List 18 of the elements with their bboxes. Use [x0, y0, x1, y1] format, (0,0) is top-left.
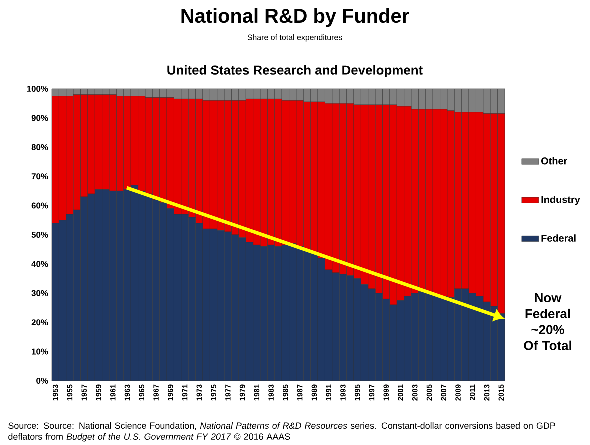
text: Now Federal ~20% Of Total: [524, 294, 572, 350]
y-tick-label: 20%: [32, 320, 48, 326]
legend-label: Other: [541, 157, 568, 165]
y-tick-label: 70%: [32, 174, 48, 180]
chart-title: National R&D by Funder: [182, 8, 410, 28]
y-tick-label: 100%: [27, 86, 48, 92]
legend-label: Industry: [542, 196, 580, 206]
y-tick-label: 50%: [32, 232, 48, 238]
y-tick-label: 90%: [32, 115, 48, 122]
y-tick-label: 10%: [32, 348, 48, 355]
y-tick-label: 80%: [32, 144, 48, 150]
legend-label: Federal: [542, 234, 576, 242]
text: Source: Source: National Science Foundation, National Patterns of R&D Resources series. Constant-dollar conversions based on GDP deflators from Budget of the U.S. Government FY 2017 © 2016 AAAS: [8, 422, 556, 442]
text: United States Research and Development: [168, 65, 423, 78]
y-tick-label: 30%: [32, 290, 48, 296]
y-tick-label: 60%: [32, 202, 48, 209]
y-tick-label: 0%: [36, 378, 48, 384]
y-tick-label: 40%: [32, 261, 48, 268]
